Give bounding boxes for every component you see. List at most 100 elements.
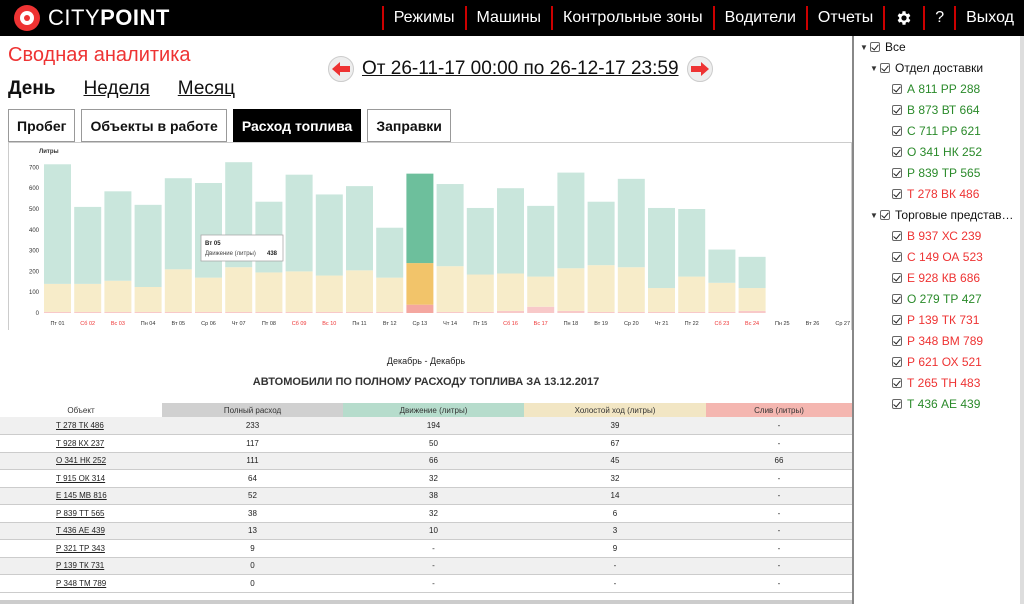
tree-vehicle[interactable]: О 341 НК 252: [892, 144, 982, 160]
prev-period-button[interactable]: [328, 56, 354, 82]
tree-group[interactable]: ▼ Отдел доставки: [870, 60, 983, 76]
vehicle-link[interactable]: Р 139 ТК 731: [0, 557, 162, 575]
table-cell: -: [706, 539, 852, 558]
x-tick-label: Пн 04: [141, 321, 156, 327]
checkbox[interactable]: [892, 378, 902, 388]
period-day[interactable]: День: [8, 78, 56, 99]
x-tick-label: Чт 14: [443, 321, 457, 327]
checkbox[interactable]: [892, 189, 902, 199]
checkbox[interactable]: [880, 210, 890, 220]
tree-vehicle[interactable]: Т 436 АЕ 439: [892, 396, 980, 412]
tree-vehicle[interactable]: А 811 РР 288: [892, 81, 980, 97]
logout-button[interactable]: Выход: [954, 6, 1024, 30]
nav-modes[interactable]: Режимы: [381, 6, 465, 30]
bar-segment: [74, 206, 102, 284]
period-week[interactable]: Неделя: [83, 78, 150, 99]
settings-button[interactable]: [883, 6, 923, 30]
checkbox[interactable]: [892, 168, 902, 178]
tree-vehicle[interactable]: Р 139 ТК 731: [892, 312, 979, 328]
vehicle-link[interactable]: Е 145 МВ 816: [0, 487, 162, 505]
checkbox[interactable]: [892, 105, 902, 115]
top-bar: CITYPOINT Режимы Машины Контрольные зоны…: [0, 0, 1024, 36]
tree-group[interactable]: ▼ Торговые представ…: [870, 207, 1014, 223]
vehicle-link[interactable]: Т 436 АЕ 439: [0, 522, 162, 540]
horizontal-scrollbar[interactable]: [0, 600, 852, 604]
checkbox[interactable]: [892, 147, 902, 157]
table-cell: -: [706, 557, 852, 575]
tree-label: Р 139 ТК 731: [907, 313, 980, 327]
tree-vehicle[interactable]: Т 265 ТН 483: [892, 375, 980, 391]
vehicle-link[interactable]: Т 915 ОК 314: [0, 469, 162, 488]
vehicle-link[interactable]: О 341 НК 252: [0, 452, 162, 470]
tree-vehicle[interactable]: Т 278 ВК 486: [892, 186, 979, 202]
tree-vehicle[interactable]: Р 621 ОХ 521: [892, 354, 982, 370]
checkbox[interactable]: [892, 357, 902, 367]
tree-label: Р 839 ТР 565: [907, 166, 981, 180]
checkbox[interactable]: [892, 84, 902, 94]
x-tick-label: Вт 26: [806, 321, 820, 327]
vehicle-link[interactable]: Р 321 ТР 343: [0, 539, 162, 558]
tree-vehicle[interactable]: Р 348 ВМ 789: [892, 333, 983, 349]
checkbox[interactable]: [892, 126, 902, 136]
logo[interactable]: CITYPOINT: [0, 0, 170, 36]
main-nav: Режимы Машины Контрольные зоны Водители …: [381, 0, 1024, 36]
x-tick-label: Чт 21: [655, 321, 669, 327]
tree-vehicle[interactable]: В 937 ХС 239: [892, 228, 981, 244]
x-tick-label: Вт 19: [594, 321, 608, 327]
vehicle-link[interactable]: Р 348 ТМ 789: [0, 574, 162, 593]
nav-drivers[interactable]: Водители: [712, 6, 806, 30]
nav-control-zones[interactable]: Контрольные зоны: [551, 6, 713, 30]
tab-objects-in-work[interactable]: Объекты в работе: [81, 109, 227, 142]
y-tick-label: 500: [29, 207, 40, 213]
date-range-selector: От 26-11-17 00:00 по 26-12-17 23:59: [328, 56, 713, 82]
bar-segment: [134, 311, 162, 313]
expand-icon[interactable]: ▼: [860, 42, 868, 52]
date-range-text[interactable]: От 26-11-17 00:00 по 26-12-17 23:59: [362, 58, 679, 79]
x-tick-label: Ср 13: [413, 321, 428, 327]
nav-reports[interactable]: Отчеты: [805, 6, 883, 30]
chart-tooltip: Вт 05 Движение (литры) 438: [200, 234, 284, 262]
tab-fuel-consumption[interactable]: Расход топлива: [232, 109, 362, 142]
sidebar-scrollbar[interactable]: [1020, 36, 1024, 604]
tree-vehicle[interactable]: Р 839 ТР 565: [892, 165, 980, 181]
checkbox[interactable]: [892, 252, 902, 262]
checkbox[interactable]: [892, 399, 902, 409]
tree-vehicle[interactable]: В 873 ВТ 664: [892, 102, 980, 118]
checkbox[interactable]: [880, 63, 890, 73]
vehicle-link[interactable]: Т 278 ТК 486: [0, 417, 162, 435]
x-tick-label: Вс 03: [111, 321, 125, 327]
vehicle-link[interactable]: Т 928 КХ 237: [0, 434, 162, 453]
tab-refueling[interactable]: Заправки: [367, 109, 451, 142]
table-header: Движение (литры): [343, 403, 524, 417]
nav-vehicles[interactable]: Машины: [464, 6, 552, 30]
tree-vehicle[interactable]: Е 928 КВ 686: [892, 270, 980, 286]
logo-icon: [14, 5, 40, 31]
checkbox[interactable]: [892, 294, 902, 304]
logo-text: CITYPOINT: [48, 5, 170, 30]
help-button[interactable]: ?: [923, 6, 954, 30]
bar-segment: [678, 209, 706, 277]
fuel-chart-svg: Литры 0 100 200 300 400 500 600 700 Пт 01 Сб 02 Вс …: [29, 149, 850, 327]
vehicle-link[interactable]: Р 839 ТТ 565: [0, 504, 162, 523]
period-month[interactable]: Месяц: [177, 78, 236, 99]
tree-vehicle[interactable]: О 279 ТР 427: [892, 291, 982, 307]
checkbox[interactable]: [892, 336, 902, 346]
checkbox[interactable]: [892, 315, 902, 325]
checkbox[interactable]: [870, 42, 880, 52]
table-cell: 50: [343, 434, 524, 453]
table-title: АВТОМОБИЛИ ПО ПОЛНОМУ РАСХОДУ ТОПЛИВА ЗА…: [252, 376, 600, 388]
tree-node-all[interactable]: ▼ Все: [860, 39, 906, 55]
tab-mileage[interactable]: Пробег: [8, 109, 76, 142]
bar-segment: [587, 265, 615, 312]
checkbox[interactable]: [892, 273, 902, 283]
bar-segment: [255, 311, 283, 313]
expand-icon[interactable]: ▼: [870, 63, 878, 73]
expand-icon[interactable]: ▼: [870, 210, 878, 220]
chart-caption: Декабрь - Декабрь: [386, 356, 466, 366]
next-period-button[interactable]: [686, 56, 713, 82]
tree-vehicle[interactable]: С 149 ОА 523: [892, 249, 983, 265]
table-cell: 66: [343, 452, 524, 470]
arrow-left-icon: [332, 62, 350, 76]
checkbox[interactable]: [892, 231, 902, 241]
tree-vehicle[interactable]: С 711 РР 621: [892, 123, 981, 139]
